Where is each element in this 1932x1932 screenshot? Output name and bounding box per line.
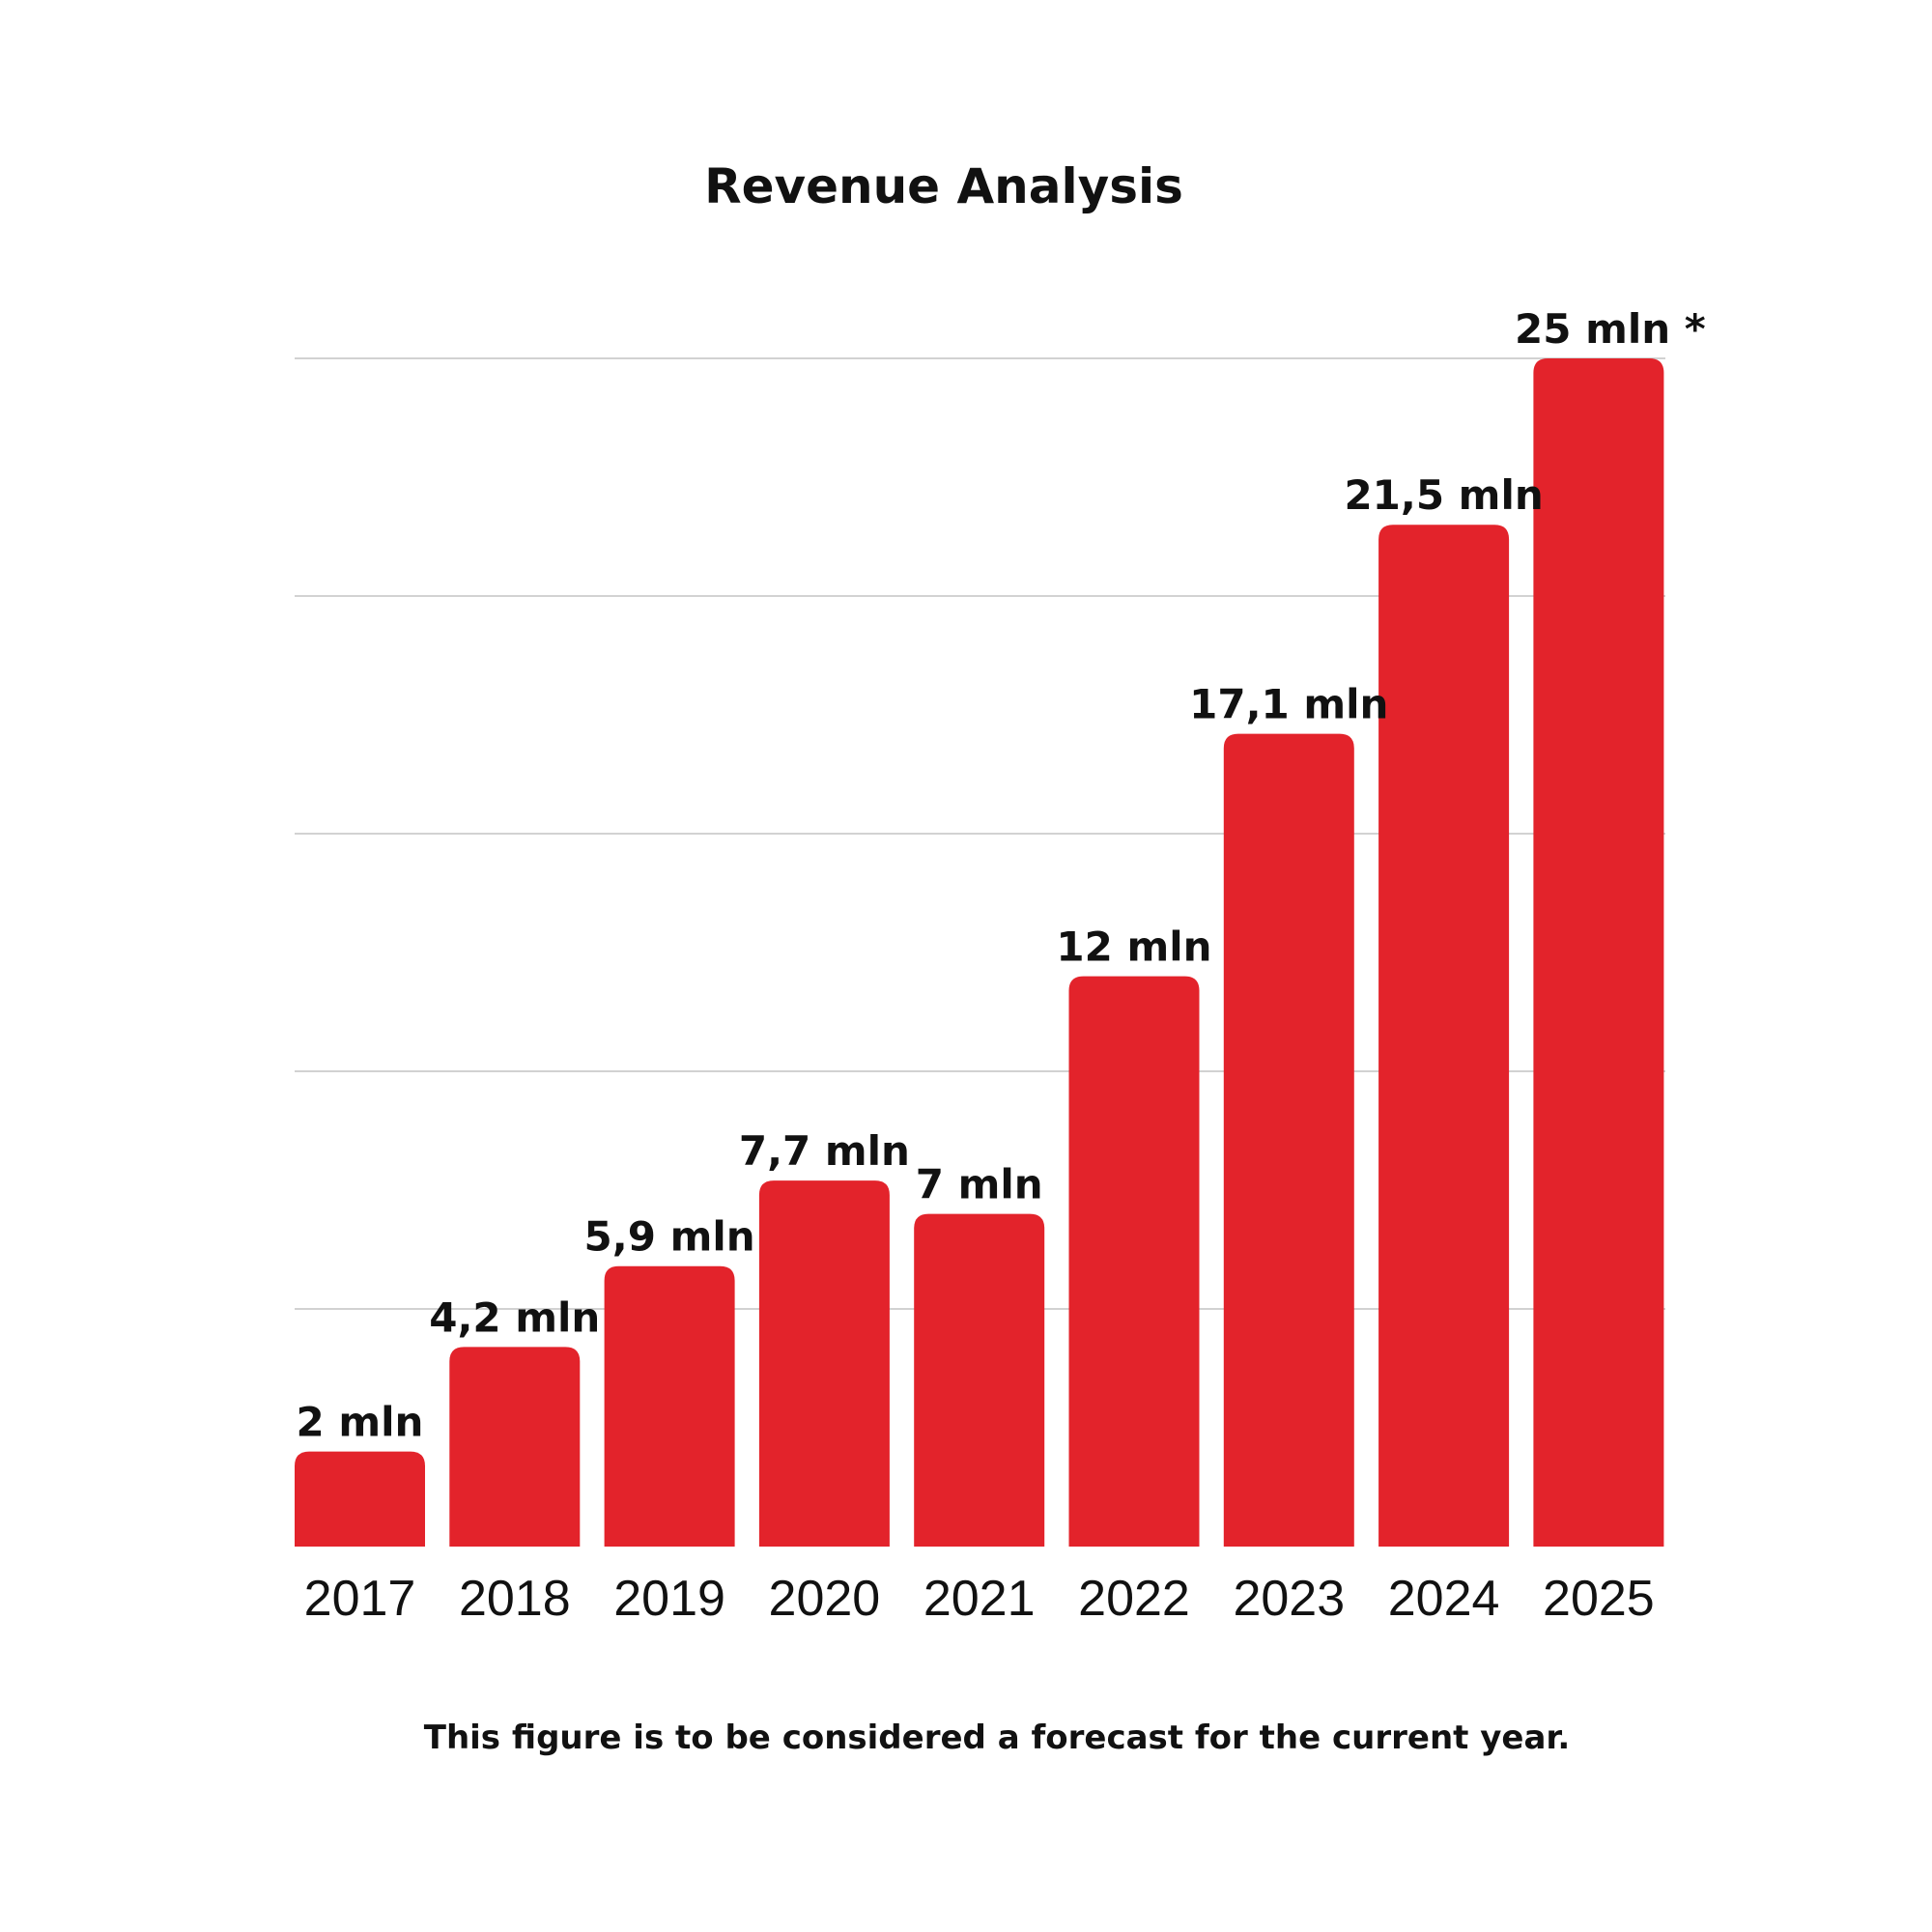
data-label: 17,1 mln (1189, 681, 1388, 728)
footnote: This figure is to be considered a foreca… (424, 1719, 1571, 1757)
bar-2017 (295, 1451, 425, 1547)
x-axis-labels: 2017 2018 2019 2020 2021 2022 2023 2024 2025 (304, 1571, 1655, 1627)
data-label: 12 mln (1056, 923, 1211, 971)
x-tick-label: 2018 (459, 1571, 571, 1627)
bar-2018 (449, 1347, 581, 1547)
data-label: 7 mln (916, 1161, 1043, 1208)
bars (295, 358, 1664, 1548)
x-tick-label: 2022 (1078, 1571, 1190, 1627)
data-label: 4,2 mln (429, 1293, 600, 1341)
bar-2022 (1068, 976, 1200, 1547)
bar-2021 (914, 1213, 1045, 1547)
x-tick-label: 2021 (923, 1571, 1036, 1627)
data-label: 21,5 mln (1344, 471, 1543, 519)
bar-2024 (1378, 525, 1510, 1548)
bar-2023 (1223, 733, 1354, 1547)
bar-2020 (758, 1180, 890, 1547)
chart-title: Revenue Analysis (704, 158, 1183, 214)
data-label: 7,7 mln (739, 1127, 910, 1175)
x-tick-label: 2025 (1543, 1571, 1655, 1627)
x-tick-label: 2017 (304, 1571, 416, 1627)
data-label: 5,9 mln (584, 1213, 755, 1261)
x-tick-label: 2020 (769, 1571, 881, 1627)
bar-2019 (604, 1265, 735, 1547)
x-tick-label: 2024 (1388, 1571, 1500, 1627)
data-label: 25 mln * (1515, 305, 1706, 353)
bar-2025 (1533, 358, 1664, 1547)
data-label: 2 mln (297, 1399, 424, 1446)
x-tick-label: 2019 (613, 1571, 725, 1627)
x-tick-label: 2023 (1233, 1571, 1345, 1627)
